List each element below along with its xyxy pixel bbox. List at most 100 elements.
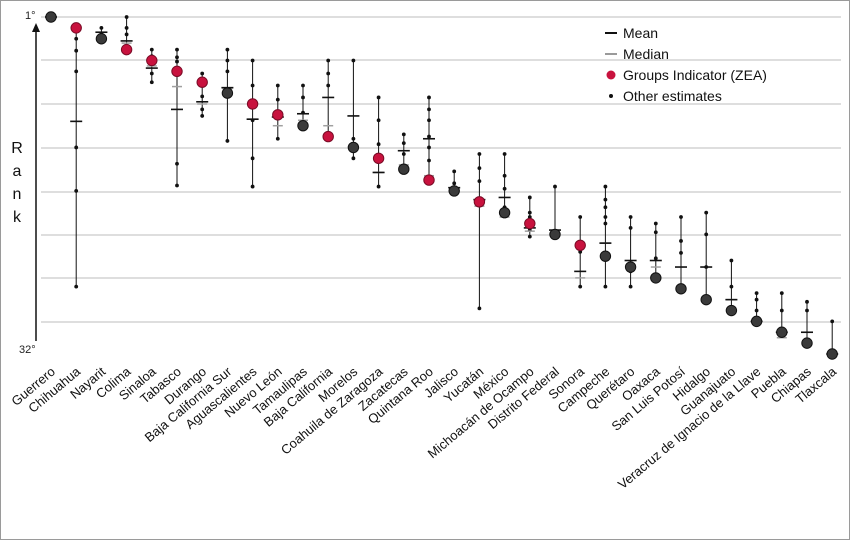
groups-indicator-point <box>650 272 662 284</box>
other-estimate-point <box>124 32 129 37</box>
other-estimate-point <box>275 83 280 88</box>
other-estimate-point <box>527 210 532 215</box>
other-estimate-point <box>628 225 633 230</box>
other-estimate-point <box>401 141 406 146</box>
other-estimate-point <box>351 156 356 161</box>
other-estimate-point <box>175 161 179 166</box>
other-estimate-point <box>301 95 305 100</box>
groups-indicator-point <box>725 304 738 317</box>
y-axis-label-letter: R <box>11 140 23 157</box>
other-estimate-point <box>326 83 331 88</box>
other-estimate-point <box>603 184 608 189</box>
other-estimate-point <box>805 299 809 304</box>
other-estimate-point <box>250 184 255 189</box>
other-estimate-point <box>74 284 79 289</box>
other-estimate-point <box>679 239 683 243</box>
y-axis-arrowhead <box>32 23 40 32</box>
groups-indicator-point <box>45 11 57 23</box>
other-estimate-point <box>553 184 557 189</box>
groups-indicator-point <box>498 206 511 219</box>
other-estimate-point <box>376 184 381 189</box>
category-labels: GuerreroChihuahuaNayaritColimaSinaloaTab… <box>8 363 839 492</box>
other-estimate-point <box>427 107 431 112</box>
groups-indicator-point <box>599 250 612 262</box>
groups-indicator-point <box>675 283 687 295</box>
y-axis-label-letter: k <box>13 209 22 226</box>
other-estimate-point <box>74 189 79 193</box>
other-estimate-point <box>275 136 280 141</box>
other-estimate-point <box>477 306 482 311</box>
other-estimate-point <box>351 58 356 63</box>
other-estimate-point <box>452 169 457 174</box>
other-estimate-point <box>149 80 154 85</box>
y-axis-label-letter: n <box>13 186 22 203</box>
other-estimate-point <box>653 230 658 235</box>
groups-indicator-point <box>372 152 385 165</box>
groups-indicator-point <box>297 120 309 132</box>
legend: Mean Median Groups Indicator (ZEA) Other es… <box>605 25 767 104</box>
groups-indicator-point <box>95 33 108 45</box>
other-estimate-point <box>452 181 457 186</box>
other-estimate-point <box>704 232 709 237</box>
other-estimate-point <box>225 69 230 74</box>
groups-indicator-point <box>524 217 536 230</box>
other-estimate-point <box>477 152 482 156</box>
legend-label: Groups Indicator (ZEA) <box>623 67 767 83</box>
groups-indicator-point <box>826 348 838 360</box>
groups-indicator-points <box>45 11 838 360</box>
groups-indicator-point <box>146 54 158 67</box>
other-estimate-point <box>376 118 381 123</box>
other-estimate-point <box>200 94 205 99</box>
other-estimate-point <box>578 215 583 219</box>
other-estimate-point <box>74 48 79 53</box>
groups-indicator-point <box>322 130 334 143</box>
groups-indicator-point <box>70 22 82 34</box>
other-estimate-point <box>527 195 532 200</box>
other-estimate-point <box>175 59 179 64</box>
other-estimate-point <box>250 58 255 63</box>
other-estimate-point <box>477 166 482 171</box>
other-estimate-point <box>578 284 583 289</box>
other-estimate-point <box>301 83 305 88</box>
groups-indicator-point <box>549 228 561 241</box>
other-estimate-point <box>603 221 608 226</box>
other-estimate-point <box>351 136 356 141</box>
groups-indicator-point <box>221 87 234 99</box>
other-estimate-point <box>74 69 79 74</box>
other-estimate-point <box>502 152 507 156</box>
legend-swatch <box>609 94 613 98</box>
other-estimate-point <box>729 284 734 289</box>
groups-indicator-point <box>574 239 586 251</box>
groups-indicator-point <box>801 337 813 349</box>
other-estimate-point <box>427 134 431 139</box>
legend-label: Median <box>623 46 669 62</box>
other-estimate-point <box>653 256 658 261</box>
other-estimate-point <box>124 15 129 19</box>
other-estimate-point <box>754 291 759 296</box>
other-estimate-point <box>653 221 658 226</box>
y-axis-label-letter: a <box>13 163 22 180</box>
other-estimate-point <box>225 47 230 52</box>
other-estimate-point <box>527 234 532 239</box>
other-estimate-point <box>124 25 129 30</box>
groups-indicator-point <box>196 76 208 88</box>
other-estimate-point <box>149 71 154 76</box>
other-estimate-point <box>225 139 230 143</box>
other-estimate-point <box>427 158 431 163</box>
groups-indicator-point <box>776 326 788 338</box>
groups-indicator-point <box>120 43 133 56</box>
other-estimate-point <box>376 142 381 147</box>
other-estimate-point <box>754 308 759 313</box>
other-estimate-point <box>225 58 230 63</box>
other-estimate-point <box>779 308 784 313</box>
groups-indicator-point <box>246 98 259 110</box>
groups-indicator-point <box>398 163 410 175</box>
other-estimate-point <box>401 152 406 156</box>
other-estimate-point <box>754 297 759 302</box>
other-estimate-point <box>275 97 280 102</box>
other-estimate-point <box>200 71 205 76</box>
groups-indicator-point <box>473 196 486 208</box>
other-estimate-point <box>805 308 809 313</box>
other-estimate-point <box>477 179 482 184</box>
